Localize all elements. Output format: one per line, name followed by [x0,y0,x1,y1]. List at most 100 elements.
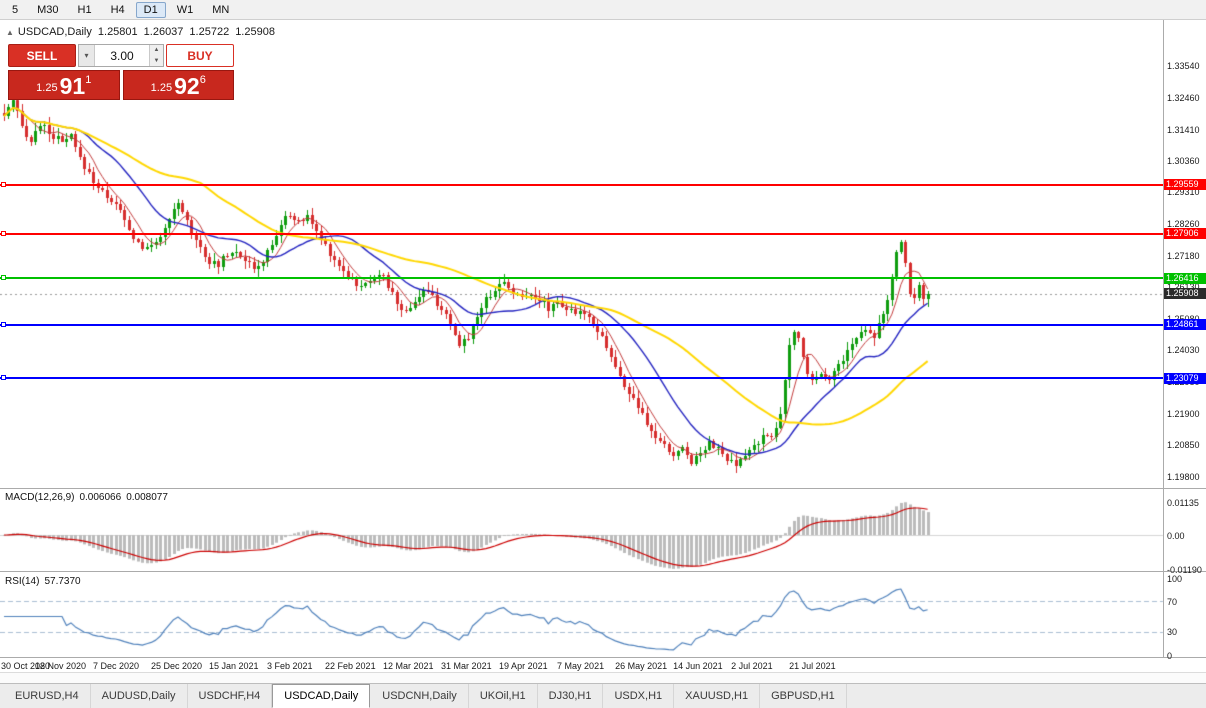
line-handle[interactable] [1,375,6,381]
price-axis-tick: 1.19800 [1167,471,1200,482]
chart-tab-usdx-h1[interactable]: USDX,H1 [603,684,675,708]
date-label: 15 Jan 2021 [209,661,259,671]
chart-tab-ukoil-h1[interactable]: UKOil,H1 [469,684,538,708]
price-axis-tick: 1.20850 [1167,440,1200,451]
price-axis-tick: 1.27180 [1167,251,1200,262]
date-label: 22 Feb 2021 [325,661,376,671]
line-price-tag-1.27906: 1.27906 [1164,228,1206,240]
timeframe-toolbar: 5 M30 H1 H4 D1 W1 MN [0,0,1206,20]
macd-axis-tick: 0.00 [1167,530,1185,541]
volume-dropdown-arrow-icon[interactable]: ▾ [79,45,95,66]
chart-tab-eurusd-h4[interactable]: EURUSD,H4 [4,684,91,708]
price-axis-tick: 1.33540 [1167,61,1200,72]
horizontal-line-1.29559[interactable] [0,183,1163,186]
price-axis-tick: 1.25080 [1167,314,1200,324]
timeframe-button-d1[interactable]: D1 [135,1,166,18]
volume-spin-buttons[interactable]: ▲ ▼ [149,45,163,66]
macd-axis-tick: 0.01135 [1167,497,1199,508]
line-handle[interactable] [1,321,6,327]
volume-down-icon[interactable]: ▼ [150,55,163,66]
rsi-axis-tick: 100 [1167,573,1183,584]
horizontal-line-1.23079[interactable] [0,377,1163,380]
volume-spinner[interactable]: ▾ 3.00 ▲ ▼ [78,44,164,67]
macd-main-value: 0.006066 [79,492,122,503]
chart-title: USDCAD,Daily [17,26,92,38]
price-axis-tick: 1.31410 [1167,124,1200,135]
collapse-arrow-icon[interactable]: ▲ [6,28,14,37]
price-axis-tick: 1.30360 [1167,156,1200,167]
ohlc-open: 1.25801 [97,26,138,38]
horizontal-line-1.27906[interactable] [0,232,1163,235]
rsi-label: RSI(14) 57.7370 [5,576,86,587]
line-handle[interactable] [1,275,6,281]
date-label: 12 Mar 2021 [383,661,434,671]
price-axis-tick: 1.32460 [1167,93,1200,104]
time-axis-separator [0,657,1206,658]
price-axis-tick: 1.26130 [1167,282,1200,292]
chart-ohlc-header: ▲ USDCAD,Daily 1.25801 1.26037 1.25722 1.2590… [6,26,281,38]
date-label: 19 Apr 2021 [499,661,548,671]
date-label: 18 Nov 2020 [35,661,87,671]
current-price-tag: 1.25908 [1164,288,1206,300]
horizontal-line-1.26416[interactable] [0,277,1163,280]
volume-value[interactable]: 3.00 [110,48,134,63]
bid-price-display[interactable]: 1.25 91 1 [8,70,120,100]
chart-tab-usdcad-daily[interactable]: USDCAD,Daily [272,684,371,708]
date-label: 21 Jul 2021 [789,661,836,671]
timeframe-button-h1[interactable]: H1 [77,3,92,16]
rsi-title: RSI(14) [5,576,40,587]
ask-price-display[interactable]: 1.25 92 6 [122,70,234,100]
chart-tab-audusd-daily[interactable]: AUDUSD,Daily [91,684,188,708]
volume-up-icon[interactable]: ▲ [150,45,163,56]
one-click-trading-panel: SELL ▾ 3.00 ▲ ▼ BUY 1.25 91 1 1.25 92 6 [8,44,234,100]
ask-pip-digit: 6 [199,74,206,86]
price-axis-tick: 1.24030 [1167,345,1200,356]
chart-tab-gbpusd-h1[interactable]: GBPUSD,H1 [760,684,847,708]
ask-prefix: 1.25 [150,82,173,94]
ohlc-low: 1.25722 [189,26,230,38]
macd-panel-separator[interactable] [0,488,1206,489]
rsi-axis-tick: 70 [1167,596,1178,607]
timeframe-button-m30[interactable]: M30 [37,3,59,16]
date-label: 2 Jul 2021 [731,661,773,671]
chart-tab-usdcnh-daily[interactable]: USDCNH,Daily [371,684,469,708]
ohlc-close: 1.25908 [235,26,275,38]
price-axis-tick: 1.28260 [1167,218,1200,229]
price-axis-border [1163,20,1164,658]
line-price-tag-1.26416: 1.26416 [1164,272,1206,284]
horizontal-scrollbar[interactable] [0,672,1206,684]
buy-button[interactable]: BUY [166,44,234,67]
rsi-panel-separator[interactable] [0,571,1206,572]
chart-tab-dj30-h1[interactable]: DJ30,H1 [538,684,604,708]
macd-title: MACD(12,26,9) [5,492,75,503]
horizontal-line-1.24861[interactable] [0,323,1163,326]
price-axis-tick: 1.29310 [1167,187,1200,198]
macd-axis-tick: -0.01190 [1167,565,1202,575]
macd-label: MACD(12,26,9) 0.006066 0.008077 [5,492,173,503]
date-label: 25 Dec 2020 [151,661,203,671]
line-price-tag-1.23079: 1.23079 [1164,372,1206,384]
date-label: 7 Dec 2020 [93,661,140,671]
bid-pip-digit: 1 [85,74,92,86]
date-label: 30 Oct 2020 [1,661,51,671]
rsi-value: 57.7370 [44,576,81,587]
chart-tab-usdchf-h4[interactable]: USDCHF,H4 [188,684,273,708]
rsi-axis-tick: 0 [1167,650,1173,661]
sell-button[interactable]: SELL [8,44,76,67]
line-price-tag-1.24861: 1.24861 [1164,319,1206,331]
price-axis-tick: 1.21900 [1167,408,1200,419]
bid-big-digits: 91 [59,73,86,99]
ask-big-digits: 92 [174,73,200,99]
timeframe-button-w1[interactable]: W1 [176,3,194,16]
line-handle[interactable] [1,230,6,236]
chart-tab-bar: EURUSD,H4 AUDUSD,Daily USDCHF,H4 USDCAD,Dai… [0,683,1206,708]
timeframe-button-h4[interactable]: H4 [110,3,125,16]
ohlc-high: 1.26037 [143,26,184,38]
macd-signal-value: 0.008077 [126,492,168,503]
timeframe-button-mn[interactable]: MN [212,3,230,16]
chart-tab-xauusd-h1[interactable]: XAUUSD,H1 [674,684,761,708]
timeframe-button-5[interactable]: 5 [12,3,19,16]
date-label: 31 Mar 2021 [441,661,492,671]
line-handle[interactable] [1,181,6,187]
